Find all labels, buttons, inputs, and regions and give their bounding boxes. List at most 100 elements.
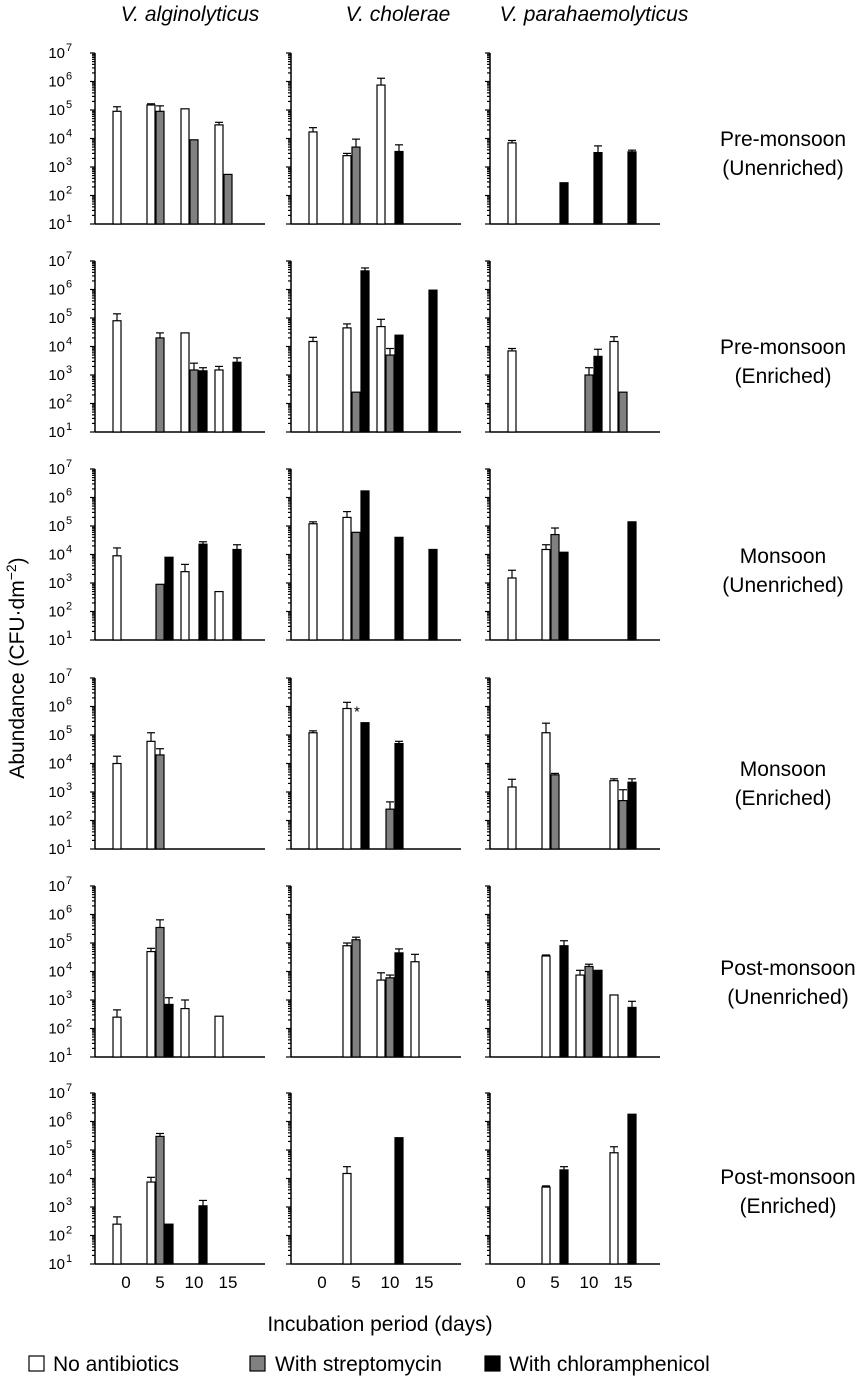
bar-none-day0 <box>507 577 517 641</box>
panels: 10 110 210 310 410 510 610 710 110 210 310 410 510 61… <box>48 42 660 1292</box>
y-tick-label: 10 <box>48 1142 65 1159</box>
panel-r3-c2 <box>485 677 660 850</box>
y-tick-exponent: 7 <box>66 458 72 470</box>
y-tick-exponent: 5 <box>66 307 72 319</box>
species-titles: V. alginolyticus V. cholerae V. parahaem… <box>121 3 689 26</box>
y-tick-label: 10 <box>48 784 65 801</box>
y-tick-label: 10 <box>48 547 65 564</box>
bar-none-day0 <box>308 131 318 225</box>
y-tick-label: 10 <box>48 964 65 981</box>
y-tick-label: 10 <box>48 518 65 535</box>
y-tick-label: 10 <box>48 1049 65 1066</box>
bar-strep-day5 <box>550 774 560 850</box>
bar-none-day5 <box>342 327 352 433</box>
y-axis-title-sup: −2 <box>3 564 19 580</box>
bar-strep-day5 <box>155 337 165 433</box>
bar-chlor-day10 <box>394 150 404 225</box>
bar-chlor-day10 <box>198 370 208 433</box>
bar-none-day5 <box>342 516 352 641</box>
y-tick-label: 10 <box>48 1021 65 1038</box>
y-tick-exponent: 2 <box>66 185 72 197</box>
x-tick-label: 5 <box>351 1273 360 1292</box>
bar-strep-day15 <box>223 173 233 225</box>
y-tick-exponent: 2 <box>66 1018 72 1030</box>
legend: No antibiotics With streptomycin With ch… <box>28 1353 710 1376</box>
bar-strep-day10 <box>385 977 395 1058</box>
bar-chlor-day5 <box>164 1003 174 1058</box>
y-tick-exponent: 7 <box>66 1082 72 1094</box>
y-tick-exponent: 5 <box>66 932 72 944</box>
row-label-3-line2: (Enriched) <box>735 787 832 810</box>
column-title-alginolyticus: V. alginolyticus <box>121 3 260 26</box>
x-tick-label: 0 <box>516 1273 525 1292</box>
row-label-1-line1: Pre-monsoon <box>720 336 846 359</box>
bar-chlor-day10 <box>394 1137 404 1265</box>
bar-none-day10 <box>180 332 190 433</box>
bar-chlor-day10 <box>593 355 603 433</box>
bar-chlor-day5 <box>360 270 370 433</box>
x-tick-label: 10 <box>185 1273 204 1292</box>
y-tick-exponent: 6 <box>66 1111 72 1123</box>
y-tick-label: 10 <box>48 45 65 62</box>
bar-strep-day5 <box>155 1135 165 1265</box>
bar-none-day10 <box>376 325 386 433</box>
bar-chlor-day10 <box>593 152 603 225</box>
y-tick-label: 10 <box>48 632 65 649</box>
bar-chlor-day10 <box>394 742 404 850</box>
bar-none-day5 <box>342 155 352 225</box>
y-tick-exponent: 4 <box>66 336 72 348</box>
bar-none-day5 <box>146 740 156 850</box>
bar-strep-day10 <box>189 369 199 433</box>
y-tick-exponent: 5 <box>66 1139 72 1151</box>
legend-swatch-streptomycin <box>249 1355 266 1372</box>
panel-r1-c1 <box>286 260 461 433</box>
y-tick-exponent: 4 <box>66 128 72 140</box>
bar-chlor-day15 <box>232 361 242 433</box>
bar-none-day5 <box>342 707 352 850</box>
bar-chlor-day5 <box>360 722 370 850</box>
bar-chlor-day10 <box>394 334 404 433</box>
y-tick-label: 10 <box>48 102 65 119</box>
annotation-asterisk: * <box>354 704 360 721</box>
row-label-2-line2: (Unenriched) <box>722 574 843 597</box>
bar-strep-day5 <box>155 754 165 850</box>
y-tick-exponent: 1 <box>66 421 72 433</box>
panel-r4-c2 <box>485 885 660 1058</box>
bar-none-day0 <box>507 786 517 850</box>
x-tick-label: 15 <box>415 1273 434 1292</box>
bar-strep-day5 <box>155 583 165 641</box>
y-tick-exponent: 4 <box>66 961 72 973</box>
bar-none-day5 <box>342 945 352 1058</box>
y-tick-label: 10 <box>48 310 65 327</box>
bar-chlor-day15 <box>627 1006 637 1058</box>
panel-r0-c1 <box>286 52 461 225</box>
y-tick-label: 10 <box>48 216 65 233</box>
y-tick-label: 10 <box>48 1085 65 1102</box>
bar-none-day5 <box>342 1172 352 1265</box>
panel-r1-c2 <box>485 260 660 433</box>
y-tick-exponent: 5 <box>66 515 72 527</box>
y-tick-label: 10 <box>48 935 65 952</box>
bar-strep-day5 <box>351 391 361 433</box>
y-tick-exponent: 3 <box>66 1196 72 1208</box>
bar-strep-day10 <box>385 354 395 433</box>
y-tick-label: 10 <box>48 1114 65 1131</box>
bar-none-day0 <box>112 762 122 850</box>
panel-r5-c2: 0 5 10 15 <box>485 1092 660 1292</box>
row-labels: Pre-monsoon (Unenriched) Pre-monsoon (En… <box>720 128 856 1218</box>
x-tick-label: 0 <box>317 1273 326 1292</box>
y-tick-label: 10 <box>48 282 65 299</box>
y-tick-exponent: 3 <box>66 781 72 793</box>
legend-swatch-no-antibiotics <box>28 1355 45 1372</box>
y-tick-label: 10 <box>48 490 65 507</box>
y-tick-exponent: 4 <box>66 544 72 556</box>
bar-none-day15 <box>410 961 420 1058</box>
y-tick-label: 10 <box>48 1171 65 1188</box>
legend-swatch-chloramphenicol <box>484 1355 501 1372</box>
y-tick-label: 10 <box>48 424 65 441</box>
x-tick-label: 5 <box>550 1273 559 1292</box>
bar-none-day0 <box>112 1016 122 1058</box>
y-tick-exponent: 2 <box>66 393 72 405</box>
y-tick-label: 10 <box>48 575 65 592</box>
